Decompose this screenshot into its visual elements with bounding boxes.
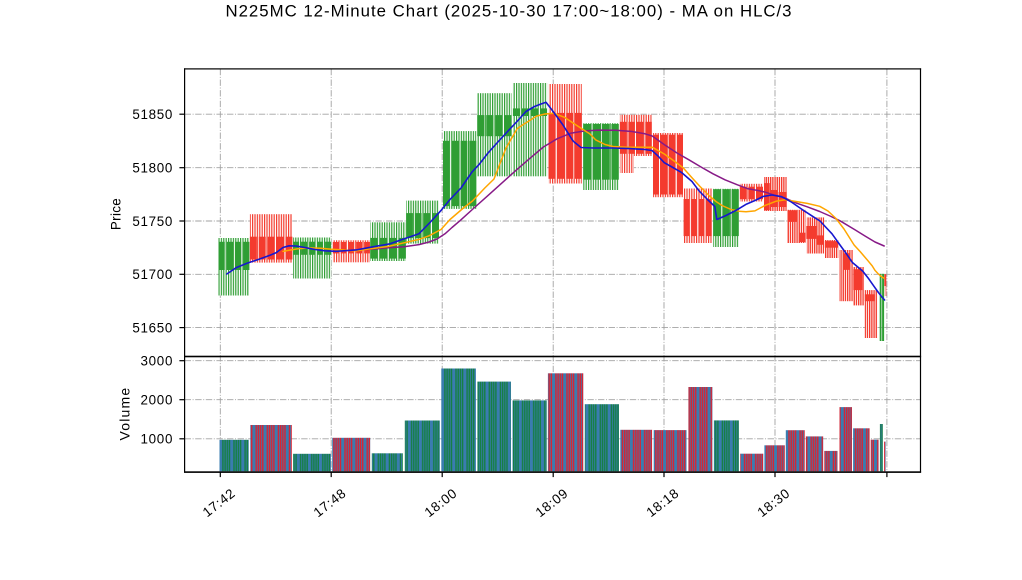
svg-text:51750: 51750 — [132, 214, 173, 229]
svg-text:Price: Price — [109, 198, 124, 230]
svg-text:1000: 1000 — [141, 432, 174, 447]
svg-text:51700: 51700 — [132, 267, 173, 282]
svg-text:51800: 51800 — [132, 161, 173, 176]
svg-text:N225MC 12-Minute Chart (2025-1: N225MC 12-Minute Chart (2025-10-30 17:00… — [225, 2, 792, 21]
svg-text:3000: 3000 — [141, 354, 174, 369]
svg-text:2000: 2000 — [141, 393, 174, 408]
svg-text:51650: 51650 — [132, 321, 173, 336]
svg-text:51850: 51850 — [132, 107, 173, 122]
svg-text:Volume: Volume — [117, 387, 133, 441]
